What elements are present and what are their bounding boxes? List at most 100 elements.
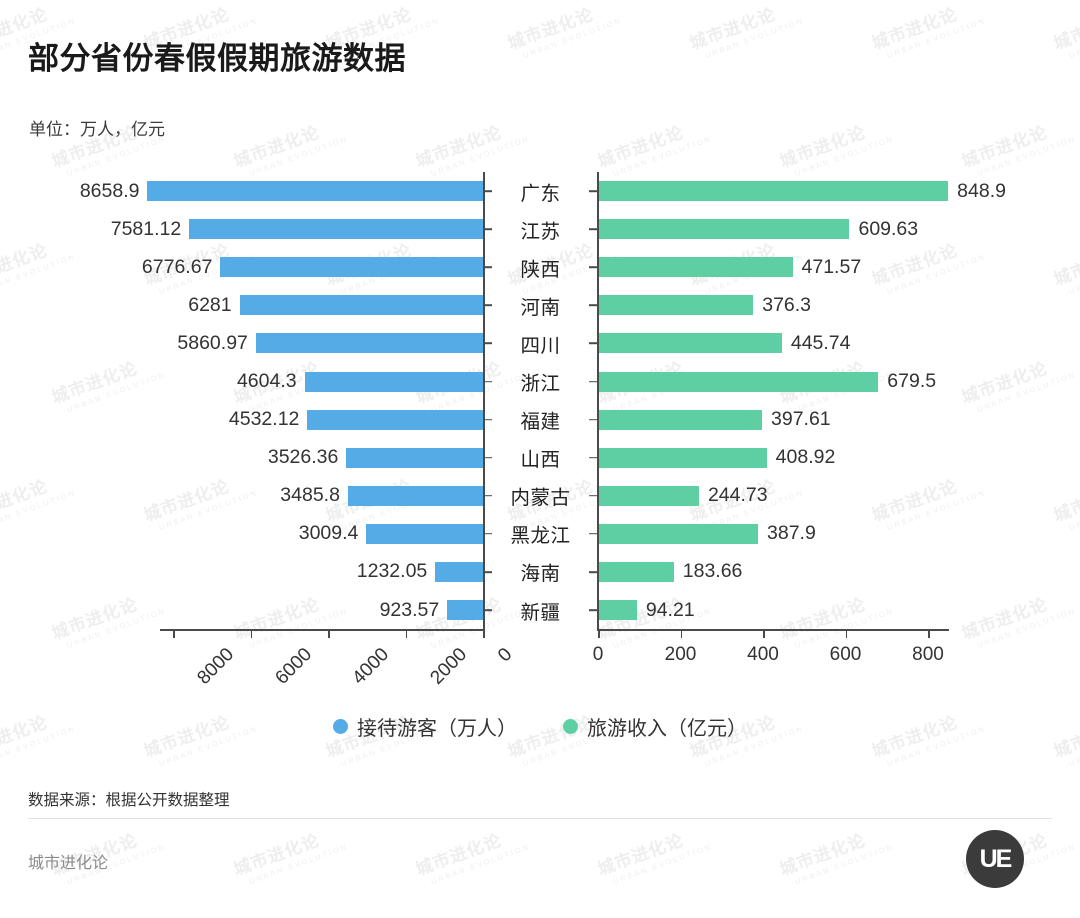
visitors-bar-group: 3009.4 xyxy=(0,515,483,553)
province-label: 浙江 xyxy=(520,373,561,396)
visitors-bar-group: 7581.12 xyxy=(0,210,483,248)
province-label: 河南 xyxy=(520,296,561,319)
revenue-bar xyxy=(598,295,754,316)
revenue-bar-group: 445.74 xyxy=(598,324,1080,362)
left-axis-tick xyxy=(483,629,485,638)
publisher-logo-icon: UE xyxy=(966,830,1024,888)
left-axis-tick-label: 4000 xyxy=(348,644,394,689)
revenue-bar-group: 387.9 xyxy=(598,515,1080,553)
left-category-tick xyxy=(483,304,492,307)
revenue-value-label: 471.57 xyxy=(801,255,862,278)
visitors-bar-group: 5860.97 xyxy=(0,324,483,362)
legend-dot-visitors-icon xyxy=(333,719,348,734)
visitors-bar xyxy=(435,561,483,582)
revenue-value-label: 244.73 xyxy=(707,484,768,507)
revenue-bar xyxy=(598,523,758,544)
right-category-tick xyxy=(589,228,598,230)
left-value-axis xyxy=(483,172,485,629)
visitors-bar xyxy=(347,485,483,506)
revenue-bar xyxy=(598,447,767,468)
visitors-value-label: 1232.05 xyxy=(356,560,428,583)
legend-item[interactable]: 旅游收入（亿元） xyxy=(563,712,747,741)
right-category-tick xyxy=(589,533,598,535)
visitors-value-label: 923.57 xyxy=(379,598,440,621)
chart-row: 4604.3 浙江 679.5 xyxy=(0,362,1080,400)
revenue-value-label: 387.9 xyxy=(767,522,816,545)
left-x-axis xyxy=(160,629,485,631)
right-category-tick xyxy=(589,495,598,497)
chart-row: 6776.67 陕西 471.57 xyxy=(0,248,1080,286)
revenue-bar-group: 244.73 xyxy=(598,477,1080,515)
visitors-bar-group: 3526.36 xyxy=(0,439,483,477)
visitors-value-label: 6281 xyxy=(188,293,232,316)
province-label: 江苏 xyxy=(520,220,561,243)
visitors-bar xyxy=(366,523,483,544)
footer-divider xyxy=(28,818,1052,819)
revenue-bar-group: 471.57 xyxy=(598,248,1080,286)
chart-row: 7581.12 江苏 609.63 xyxy=(0,210,1080,248)
visitors-bar-group: 4532.12 xyxy=(0,401,483,439)
revenue-bar xyxy=(598,257,793,278)
legend-label: 接待游客（万人） xyxy=(357,718,517,740)
page-title: 部分省份春假假期旅游数据 xyxy=(28,41,406,76)
province-label: 陕西 xyxy=(520,258,561,281)
visitors-bar xyxy=(255,333,483,354)
revenue-bar-group: 397.61 xyxy=(598,401,1080,439)
left-category-tick xyxy=(483,533,492,535)
right-category-tick xyxy=(589,571,598,573)
chart-row: 4532.12 福建 397.61 xyxy=(0,401,1080,439)
revenue-value-label: 408.92 xyxy=(775,446,836,469)
right-axis-tick xyxy=(763,629,765,638)
visitors-bar-group: 6776.67 xyxy=(0,248,483,286)
butterfly-bar-chart: 8658.9 广东 848.9 7581.12 江苏 609.63 6776.67 陕西 471… xyxy=(0,160,1080,689)
legend-item[interactable]: 接待游客（万人） xyxy=(333,712,517,741)
visitors-bar-group: 8658.9 xyxy=(0,172,483,210)
province-label: 新疆 xyxy=(520,601,561,624)
right-value-axis xyxy=(597,172,599,629)
province-label: 黑龙江 xyxy=(510,525,571,548)
right-x-axis xyxy=(597,629,949,631)
publisher-credit: 城市进化论 xyxy=(28,855,109,872)
revenue-bar xyxy=(598,181,949,202)
revenue-value-label: 376.3 xyxy=(762,293,812,316)
right-axis-tick-label: 400 xyxy=(747,644,779,665)
chart-row: 923.57 新疆 94.21 xyxy=(0,591,1080,629)
chart-row: 5860.97 四川 445.74 xyxy=(0,324,1080,362)
visitors-bar-group: 1232.05 xyxy=(0,553,483,591)
left-category-tick xyxy=(483,228,492,230)
left-axis-tick xyxy=(250,629,252,638)
revenue-bar xyxy=(598,561,674,582)
visitors-bar xyxy=(147,181,483,202)
visitors-value-label: 7581.12 xyxy=(110,217,182,240)
right-axis-tick-label: 600 xyxy=(829,644,862,665)
revenue-bar-group: 376.3 xyxy=(598,286,1080,324)
legend-label: 旅游收入（亿元） xyxy=(587,718,747,740)
right-axis-tick xyxy=(845,629,847,638)
chart-row: 3526.36 山西 408.92 xyxy=(0,439,1080,477)
left-axis-tick-label: 6000 xyxy=(270,644,316,689)
left-category-tick xyxy=(483,380,492,383)
right-axis-tick-label: 800 xyxy=(912,644,944,665)
right-category-tick xyxy=(589,380,598,383)
chart-row: 1232.05 海南 183.66 xyxy=(0,553,1080,591)
left-category-tick xyxy=(483,190,492,192)
visitors-bar-group: 923.57 xyxy=(0,591,483,629)
right-category-tick xyxy=(589,304,598,307)
revenue-bar-group: 183.66 xyxy=(598,553,1080,591)
revenue-value-label: 445.74 xyxy=(790,331,851,354)
chart-row: 3485.8 内蒙古 244.73 xyxy=(0,477,1080,515)
right-category-tick xyxy=(589,342,598,345)
revenue-value-label: 609.63 xyxy=(858,217,919,240)
right-axis-tick xyxy=(928,629,930,638)
left-category-tick xyxy=(483,456,492,459)
chart-row: 8658.9 广东 848.9 xyxy=(0,172,1080,210)
data-source-note: 数据来源：根据公开数据整理 xyxy=(28,792,230,809)
revenue-bar xyxy=(598,409,762,430)
chart-row: 6281 河南 376.3 xyxy=(0,286,1080,324)
right-category-tick xyxy=(589,456,598,459)
